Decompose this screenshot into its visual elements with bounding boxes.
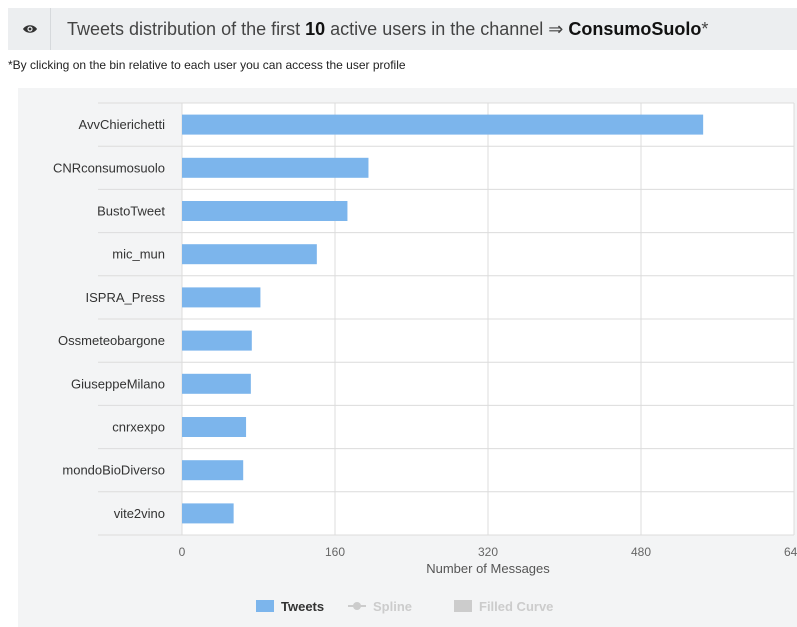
y-category-label[interactable]: mondoBioDiverso <box>62 463 165 478</box>
chart-title: Tweets distribution of the first 10 acti… <box>67 19 708 40</box>
y-category-label[interactable]: cnrxexpo <box>112 420 165 435</box>
x-tick-label: 160 <box>325 545 345 559</box>
legend-label[interactable]: Tweets <box>281 599 324 614</box>
y-category-label[interactable]: Ossmeteobargone <box>58 333 165 348</box>
y-category-label[interactable]: CNRconsumosuolo <box>53 160 165 175</box>
channel-name: ConsumoSuolo <box>568 18 702 39</box>
legend-label[interactable]: Filled Curve <box>479 599 553 614</box>
bar[interactable] <box>182 287 261 308</box>
bar[interactable] <box>182 157 369 178</box>
y-category-label[interactable]: vite2vino <box>114 506 165 521</box>
y-category-label[interactable]: mic_mun <box>112 247 165 262</box>
title-suffix: * <box>701 18 709 39</box>
x-tick-label: 480 <box>631 545 651 559</box>
y-category-label[interactable]: ISPRA_Press <box>86 290 166 305</box>
legend-label[interactable]: Spline <box>373 599 412 614</box>
legend-symbol-area[interactable] <box>454 600 472 612</box>
legend-symbol-marker[interactable] <box>353 602 361 610</box>
user-count: 10 <box>305 18 326 39</box>
x-axis-title: Number of Messages <box>426 561 550 576</box>
y-category-label[interactable]: AvvChierichetti <box>79 117 166 132</box>
chart-header: Tweets distribution of the first 10 acti… <box>8 8 797 50</box>
eye-icon[interactable] <box>10 8 50 50</box>
bar[interactable] <box>182 373 251 394</box>
bar[interactable] <box>182 503 234 524</box>
bar[interactable] <box>182 417 247 437</box>
bar[interactable] <box>182 460 244 481</box>
title-prefix: Tweets distribution of the first <box>67 18 301 39</box>
bar[interactable] <box>182 330 252 351</box>
bar[interactable] <box>182 114 704 135</box>
y-category-label[interactable]: BustoTweet <box>97 204 165 219</box>
x-tick-label: 320 <box>478 545 498 559</box>
legend-symbol-bar[interactable] <box>256 600 274 612</box>
x-tick-label: 0 <box>179 545 186 559</box>
profile-note: *By clicking on the bin relative to each… <box>8 58 406 72</box>
bar[interactable] <box>182 201 348 221</box>
header-divider <box>50 8 51 50</box>
bar[interactable] <box>182 244 317 265</box>
y-category-label[interactable]: GiuseppeMilano <box>71 376 165 391</box>
bar-chart: 0 160 320 480 640 AvvChierichetti CNRconsumosu… <box>53 102 797 614</box>
x-tick-label: 640 <box>784 545 797 559</box>
chart-panel: 0 160 320 480 640 AvvChierichetti CNRconsumosu… <box>18 88 797 627</box>
title-middle: active users in the channel ⇒ <box>330 18 564 39</box>
